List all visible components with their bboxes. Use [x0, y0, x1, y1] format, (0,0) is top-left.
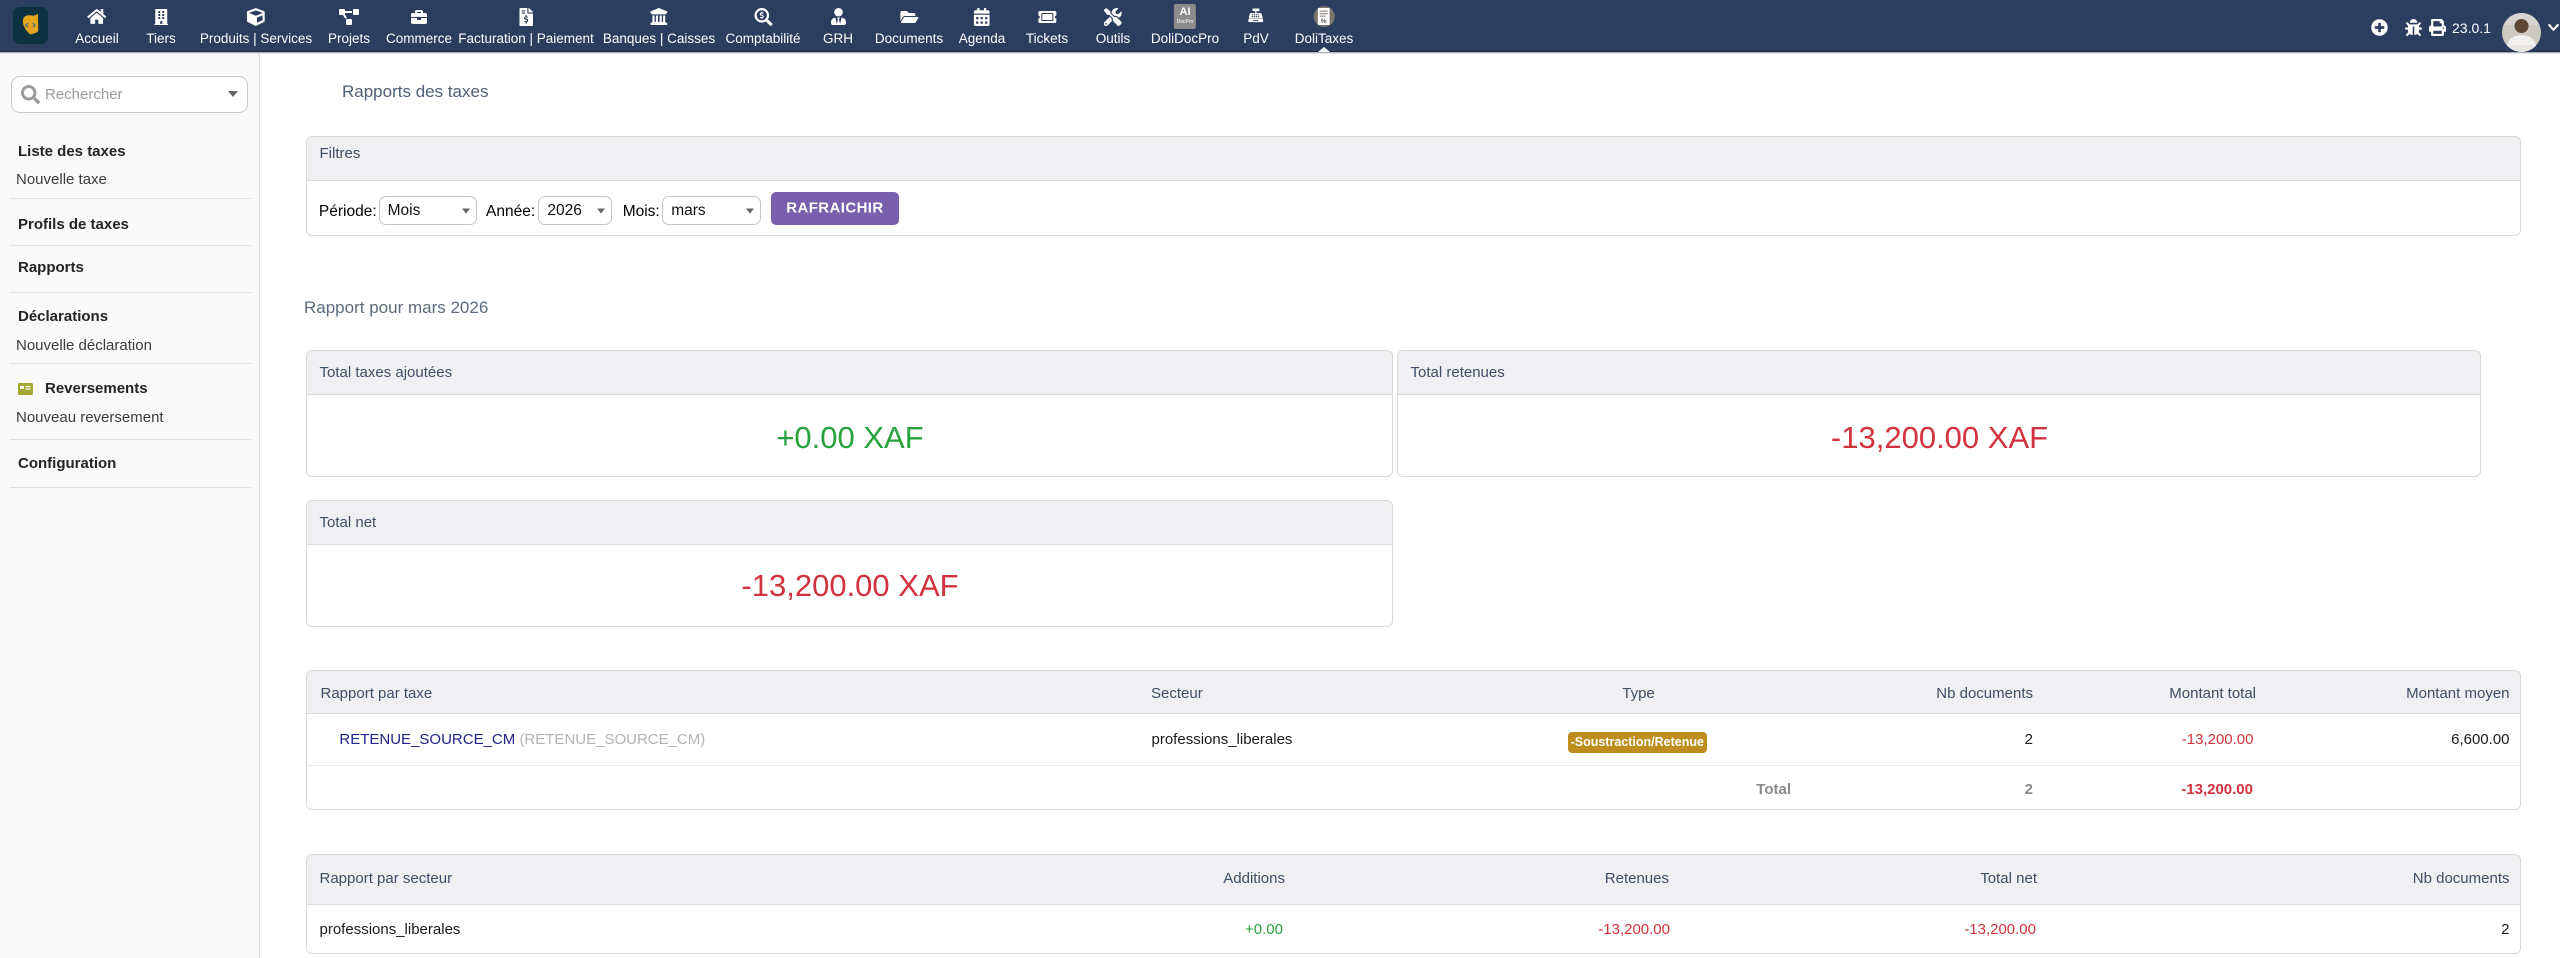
- svg-text:%: %: [1321, 18, 1327, 25]
